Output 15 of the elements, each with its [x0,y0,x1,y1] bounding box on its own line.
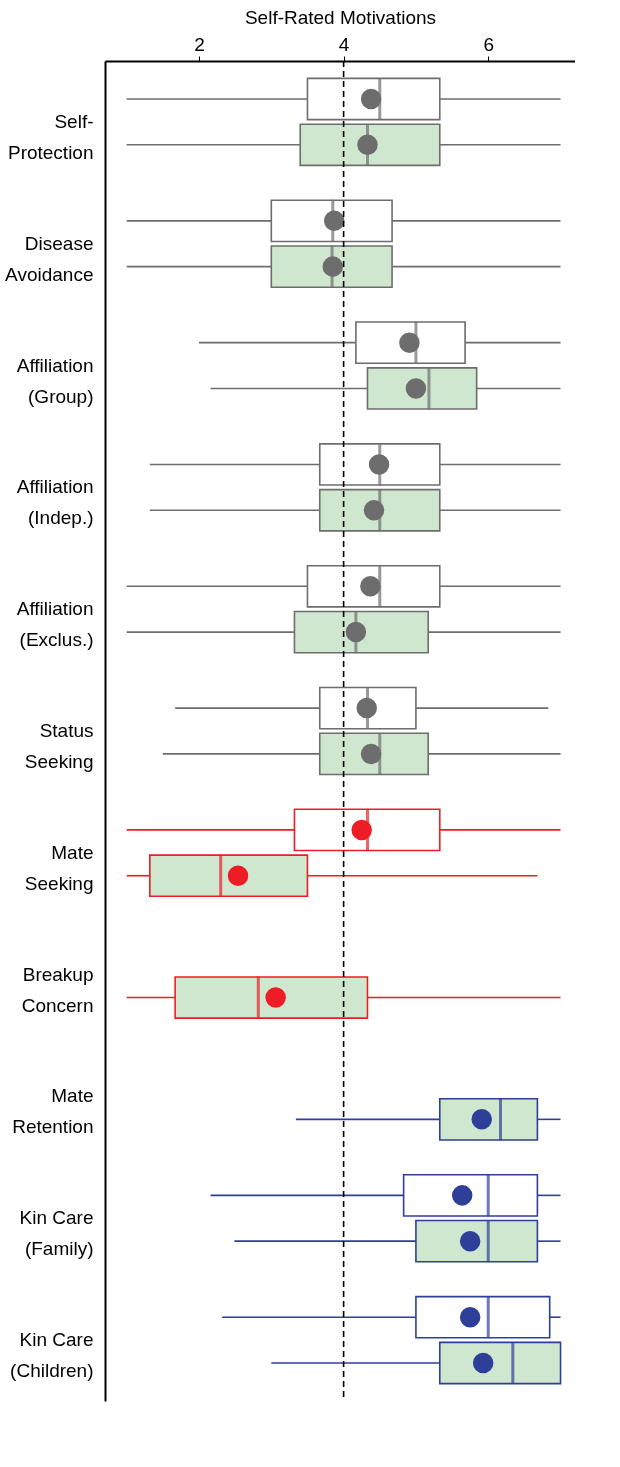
x-tick-label: 4 [338,33,350,55]
y-tick-label: Status Seeking [24,720,94,772]
y-tick-label: Affiliation (Exclus.) [16,598,94,651]
y-tick-label: Breakup Concern [21,963,94,1016]
y-tick-label: Affiliation (Indep.) [16,476,94,529]
y-tick-label: Mate Seeking [24,841,94,894]
y-tick-label: Self- Protection [7,110,94,163]
y-tick-label: Mate Retention [12,1085,94,1138]
y-tick-label: Kin Care (Children) [10,1329,94,1382]
x-axis-title: Self-Rated Motivations [244,6,437,28]
x-tick-label: 6 [483,33,495,55]
y-tick-label: Disease Avoidance [5,232,94,285]
y-tick-label: Affiliation (Group) [16,354,94,407]
y-tick-label: Kin Care (Family) [19,1207,94,1260]
x-tick-label: 2 [194,33,205,55]
